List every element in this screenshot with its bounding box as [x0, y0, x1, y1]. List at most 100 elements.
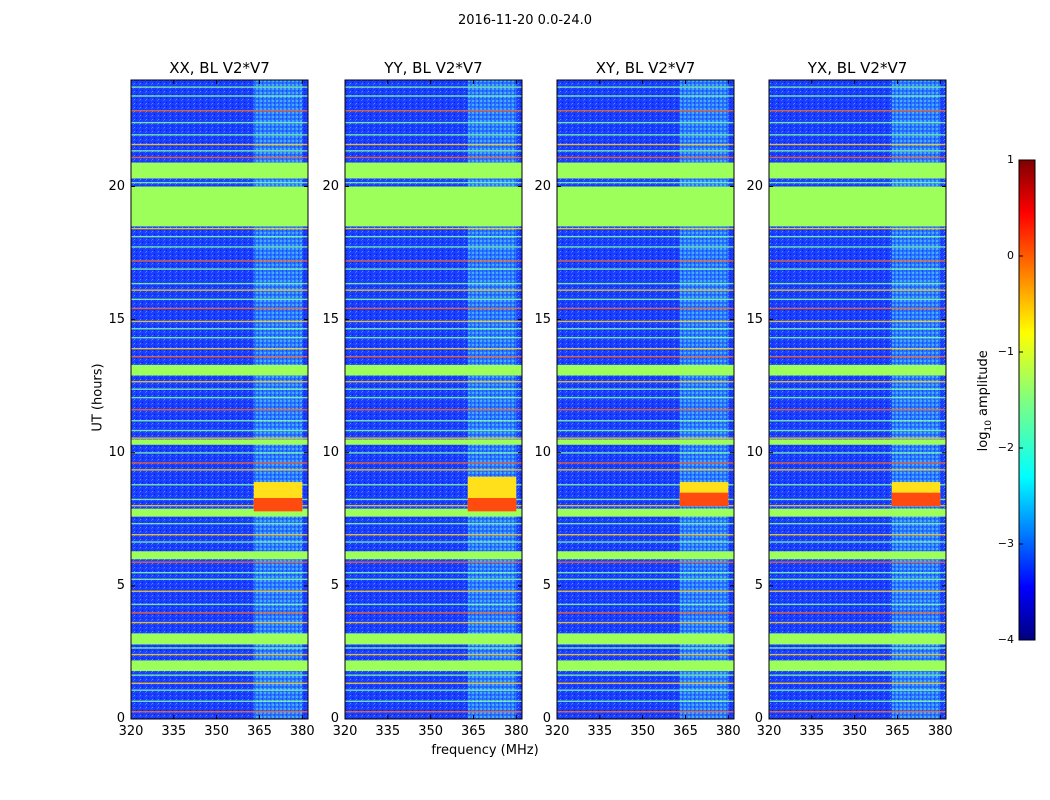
x-axis-label: frequency (MHz): [431, 743, 539, 758]
y-tick-label: 0: [330, 711, 339, 726]
rfi-stripe: [131, 484, 308, 486]
rfi-stripe: [557, 95, 734, 97]
rfi-stripe: [557, 307, 734, 310]
flagged-band: [769, 660, 946, 672]
rfi-stripe: [769, 246, 946, 248]
rfi-stripe: [131, 462, 308, 464]
rfi-stripe: [345, 700, 522, 702]
rfi-stripe: [557, 227, 734, 230]
y-tick-label: 5: [754, 577, 763, 593]
rfi-stripe: [345, 86, 522, 88]
figure-title: 2016-11-20 0.0-24.0: [458, 13, 592, 28]
rfi-stripe: [345, 121, 522, 124]
rfi-stripe: [769, 227, 946, 230]
rfi-stripe: [131, 95, 308, 97]
rfi-stripe: [769, 653, 946, 656]
rfi-stripe: [557, 689, 734, 691]
rfi-stripe: [345, 298, 522, 300]
flagged-band: [769, 508, 946, 517]
rfi-stripe: [769, 95, 946, 97]
rfi-stripe: [345, 307, 522, 310]
panel-frame: [556, 79, 735, 720]
panel-frame: [768, 79, 947, 720]
panel-frame: [344, 79, 523, 720]
rfi-stripe: [345, 462, 522, 464]
rfi-stripe: [769, 612, 946, 614]
rfi-stripe: [769, 396, 946, 399]
rfi-stripe: [769, 700, 946, 702]
rfi-stripe: [131, 110, 308, 112]
colorbar-tick-label: −2: [997, 441, 1014, 454]
rfi-stripe: [769, 484, 946, 486]
rfi-stripe: [769, 307, 946, 310]
rfi-stripe: [557, 462, 734, 464]
rfi-stripe: [345, 578, 522, 580]
rfi-stripe: [557, 347, 734, 350]
rfi-stripe: [557, 328, 734, 330]
flagged-band: [131, 186, 308, 227]
rfi-stripe: [131, 541, 308, 543]
y-tick-label: 0: [116, 711, 125, 726]
rfi-stripe: [557, 682, 734, 684]
rfi-stripe: [769, 388, 946, 390]
rfi-stripe: [131, 603, 308, 606]
rfi-stripe: [345, 498, 522, 501]
flagged-band: [557, 551, 734, 560]
rfi-stripe: [769, 235, 946, 238]
rfi-stripe: [345, 522, 522, 525]
flagged-band: [131, 162, 308, 179]
flagged-band: [769, 439, 946, 445]
colorbar-tick-label: −4: [997, 633, 1014, 646]
rfi-stripe: [769, 181, 946, 184]
rfi-stripe: [557, 653, 734, 656]
y-tick-label: 10: [322, 444, 339, 460]
rfi-stripe: [769, 578, 946, 580]
rfi-stripe: [131, 505, 308, 507]
flagged-band: [345, 439, 522, 445]
flagged-band: [557, 439, 734, 445]
rfi-stripe: [557, 498, 734, 501]
rfi-stripe: [345, 674, 522, 676]
rfi-stripe: [557, 429, 734, 432]
rfi-stripe: [345, 541, 522, 543]
rfi-stripe: [769, 420, 946, 422]
rfi-stripe: [131, 396, 308, 399]
flagged-band: [131, 364, 308, 376]
flagged-band: [769, 364, 946, 376]
rfi-stripe: [345, 469, 522, 471]
rfi-stripe: [557, 121, 734, 124]
x-tick-label: 350: [842, 724, 868, 739]
rfi-stripe: [131, 452, 308, 454]
rfi-stripe: [131, 388, 308, 390]
colorbar-tick-label: 1: [1007, 153, 1014, 166]
panel-title: YY, BL V2*V7: [384, 59, 483, 77]
x-tick-label: 350: [630, 724, 656, 739]
rfi-stripe: [557, 561, 734, 563]
rfi-stripe: [557, 181, 734, 184]
rfi-stripe: [345, 95, 522, 97]
y-tick-label: 5: [330, 577, 339, 593]
rfi-stripe: [769, 337, 946, 339]
rfi-stripe: [769, 505, 946, 507]
rfi-stripe: [557, 235, 734, 238]
y-tick-label: 15: [534, 311, 551, 327]
rfi-stripe: [131, 533, 308, 536]
rfi-stripe: [557, 298, 734, 300]
x-tick-label: 335: [161, 724, 187, 739]
rfi-stripe: [557, 469, 734, 471]
flagged-band: [131, 660, 308, 672]
rfi-stripe: [769, 121, 946, 124]
rfi-stripe: [557, 134, 734, 136]
y-tick-label: 20: [322, 178, 339, 194]
rfi-stripe: [769, 689, 946, 691]
colorbar-tick-label: 0: [1007, 249, 1014, 262]
rfi-stripe: [769, 498, 946, 501]
y-tick-label: 20: [108, 178, 125, 194]
rfi-stripe: [557, 452, 734, 454]
rfi-stripe: [345, 260, 522, 262]
rfi-stripe: [345, 143, 522, 146]
rfi-stripe: [769, 462, 946, 464]
rfi-stripe: [557, 621, 734, 624]
flagged-band: [769, 633, 946, 645]
panel-2: [344, 79, 523, 720]
